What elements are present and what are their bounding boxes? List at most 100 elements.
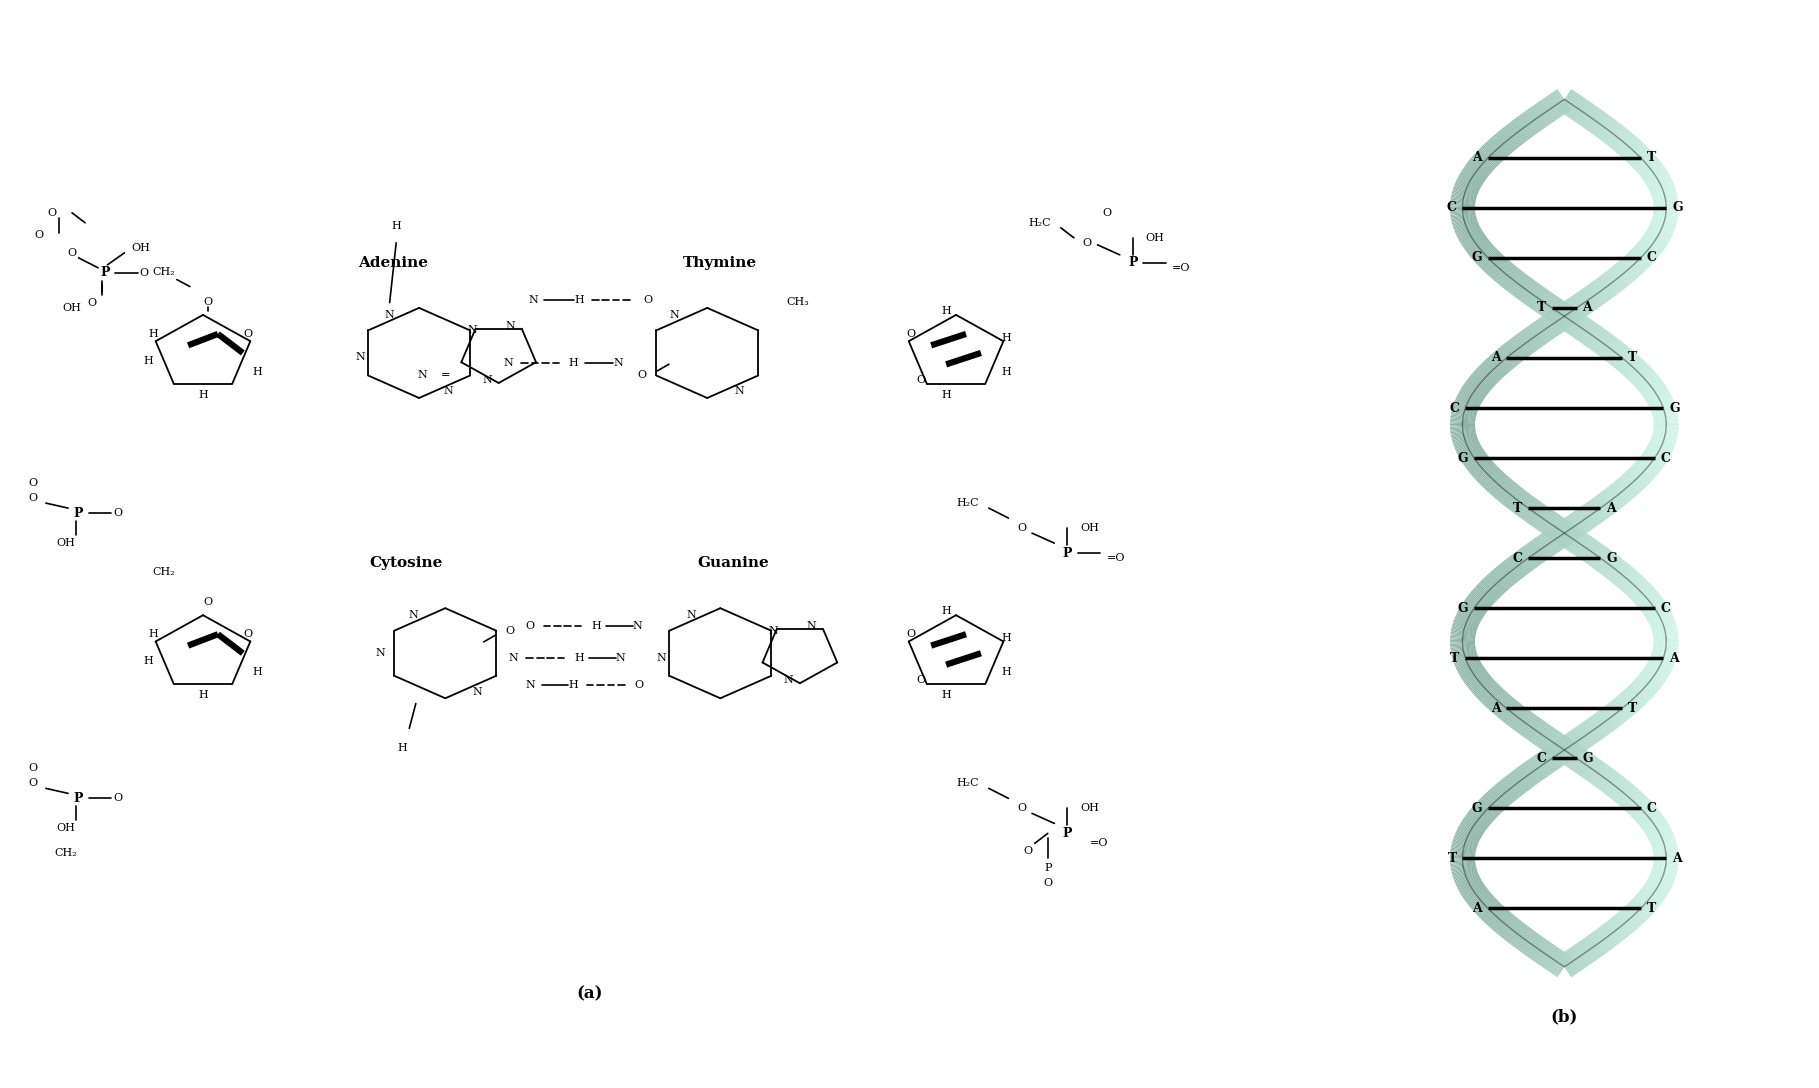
Text: N: N — [407, 610, 418, 620]
Text: =: = — [440, 371, 451, 381]
Text: N: N — [526, 680, 535, 690]
Text: A: A — [1492, 702, 1501, 715]
Text: C: C — [1646, 802, 1657, 815]
Text: Thymine: Thymine — [684, 256, 757, 270]
Text: O: O — [644, 295, 653, 305]
Text: Cytosine: Cytosine — [369, 556, 442, 570]
Text: P: P — [1062, 827, 1071, 840]
Text: N: N — [467, 325, 477, 335]
Text: (b): (b) — [1550, 1009, 1579, 1025]
Text: G: G — [1457, 602, 1468, 615]
Text: H: H — [149, 329, 158, 339]
Text: H: H — [253, 367, 262, 376]
Text: H: H — [144, 356, 153, 366]
Text: =O: =O — [1171, 263, 1191, 273]
Text: H: H — [569, 680, 578, 690]
Text: CH₂: CH₂ — [153, 567, 175, 577]
Text: O: O — [1042, 878, 1053, 889]
Text: C: C — [1646, 251, 1657, 264]
Text: CH₃: CH₃ — [786, 297, 809, 307]
Text: G: G — [1606, 552, 1617, 565]
Text: O: O — [87, 298, 96, 308]
Text: H₂C: H₂C — [957, 498, 979, 508]
Text: H: H — [144, 656, 153, 666]
Text: H: H — [1000, 367, 1011, 376]
Text: CH₂: CH₂ — [55, 849, 76, 858]
Text: =O: =O — [1090, 839, 1108, 849]
Text: T: T — [1628, 351, 1637, 364]
Text: P: P — [75, 792, 84, 805]
Text: H: H — [1000, 667, 1011, 677]
Text: O: O — [906, 329, 915, 339]
Text: OH: OH — [62, 302, 82, 313]
Text: G: G — [1670, 401, 1679, 415]
Text: N: N — [808, 621, 817, 631]
Text: H: H — [198, 690, 207, 700]
Text: G: G — [1583, 752, 1593, 765]
Text: O: O — [526, 621, 535, 631]
Text: OH: OH — [1080, 523, 1099, 533]
Text: CH₂: CH₂ — [153, 267, 175, 276]
Text: C: C — [1661, 602, 1670, 615]
Text: Guanine: Guanine — [697, 556, 769, 570]
Text: H₂C: H₂C — [957, 778, 979, 789]
Text: N: N — [473, 687, 482, 696]
Text: N: N — [375, 648, 386, 658]
Text: N: N — [504, 358, 513, 368]
Text: O: O — [27, 778, 38, 789]
Text: Adenine: Adenine — [358, 256, 427, 270]
Text: A: A — [1473, 902, 1482, 915]
Text: =O: =O — [1106, 553, 1126, 564]
Text: H: H — [575, 295, 584, 305]
Text: T: T — [1450, 652, 1459, 665]
Text: C: C — [1537, 752, 1546, 765]
Text: O: O — [113, 793, 122, 803]
Text: OH: OH — [1146, 233, 1164, 243]
Text: O: O — [47, 208, 56, 218]
Text: N: N — [617, 653, 626, 664]
Text: O: O — [113, 508, 122, 518]
Text: H: H — [198, 390, 207, 399]
Text: N: N — [613, 358, 624, 368]
Text: N: N — [657, 653, 666, 663]
Text: OH: OH — [1080, 803, 1099, 814]
Text: C: C — [1450, 401, 1459, 415]
Text: O: O — [27, 493, 38, 503]
Text: P: P — [100, 267, 109, 280]
Text: H: H — [149, 629, 158, 640]
Text: O: O — [204, 597, 213, 607]
Text: H: H — [569, 358, 578, 368]
Text: G: G — [1472, 802, 1482, 815]
Text: O: O — [204, 297, 213, 307]
Text: A: A — [1670, 652, 1679, 665]
Text: H: H — [591, 621, 600, 631]
Text: N: N — [444, 386, 453, 396]
Text: O: O — [917, 374, 926, 384]
Text: O: O — [244, 329, 253, 339]
Text: OH: OH — [56, 824, 75, 833]
Text: N: N — [509, 653, 518, 664]
Text: H: H — [940, 690, 951, 700]
Text: C: C — [1661, 452, 1670, 465]
Text: C: C — [1446, 201, 1457, 214]
Text: O: O — [35, 230, 44, 239]
Text: O: O — [906, 629, 915, 640]
Text: N: N — [768, 626, 779, 635]
Text: O: O — [1102, 208, 1111, 218]
Text: H: H — [398, 743, 407, 753]
Text: P: P — [1128, 257, 1137, 270]
Text: N: N — [633, 621, 642, 631]
Text: O: O — [917, 675, 926, 684]
Text: O: O — [244, 629, 253, 640]
Text: O: O — [635, 680, 644, 690]
Text: N: N — [506, 321, 515, 331]
Text: A: A — [1473, 151, 1482, 164]
Text: H: H — [575, 653, 584, 664]
Text: N: N — [386, 310, 395, 320]
Text: T: T — [1646, 902, 1655, 915]
Text: N: N — [784, 676, 793, 685]
Text: H: H — [940, 306, 951, 317]
Text: O: O — [506, 626, 515, 635]
Text: T: T — [1628, 702, 1637, 715]
Text: O: O — [1024, 846, 1033, 856]
